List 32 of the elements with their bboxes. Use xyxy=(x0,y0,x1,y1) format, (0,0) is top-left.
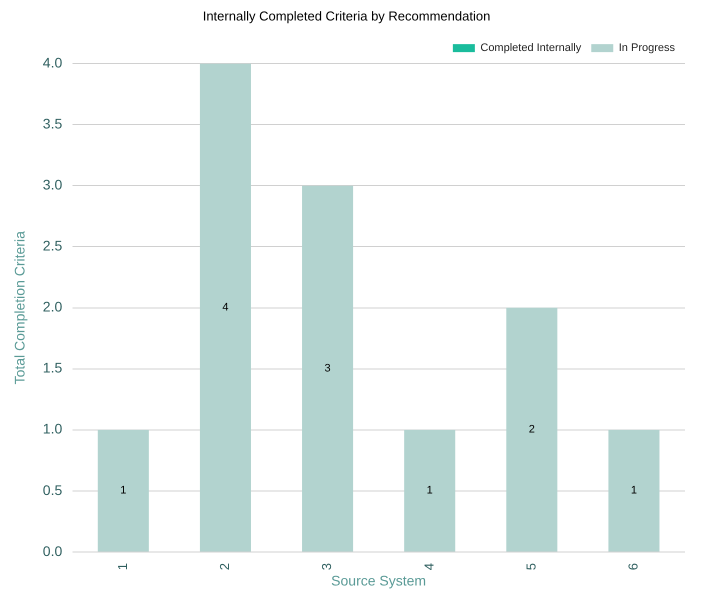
x-tick-label: 2 xyxy=(217,562,232,570)
bar xyxy=(302,186,354,552)
bar xyxy=(404,430,456,552)
legend-label: Completed Internally xyxy=(480,42,582,54)
y-axis-title: Total Completion Criteria xyxy=(11,230,28,384)
data-label: 4 xyxy=(222,302,229,314)
x-tick-label: 4 xyxy=(421,562,436,570)
data-label: 1 xyxy=(630,484,637,497)
x-tick-label: 3 xyxy=(319,562,334,570)
data-label: 3 xyxy=(324,362,331,375)
data-label: 1 xyxy=(120,484,126,497)
bar xyxy=(98,430,149,552)
y-tick-label: 3.5 xyxy=(42,116,62,132)
y-tick-label: 0.5 xyxy=(42,482,62,498)
legend-label: In Progress xyxy=(618,42,676,54)
y-tick-label: 2.0 xyxy=(42,298,62,315)
bar xyxy=(200,64,251,552)
data-label: 2 xyxy=(528,424,535,436)
x-tick-label: 6 xyxy=(626,562,641,570)
x-tick-label: 5 xyxy=(523,562,538,570)
data-label: 1 xyxy=(426,484,433,497)
y-tick-label: 4.0 xyxy=(42,54,62,70)
bar xyxy=(608,430,660,552)
y-tick-label: 2.5 xyxy=(42,238,62,254)
y-tick-label: 0.0 xyxy=(42,542,62,559)
y-tick-label: 1.0 xyxy=(42,420,62,437)
x-tick-label: 1 xyxy=(114,562,130,570)
x-axis-title: Source System xyxy=(331,572,426,588)
y-tick-label: 3.0 xyxy=(42,176,62,193)
chart-title: Internally Completed Criteria by Recommendation xyxy=(202,8,490,24)
y-tick-label: 1.5 xyxy=(42,360,62,376)
bar xyxy=(506,308,558,552)
